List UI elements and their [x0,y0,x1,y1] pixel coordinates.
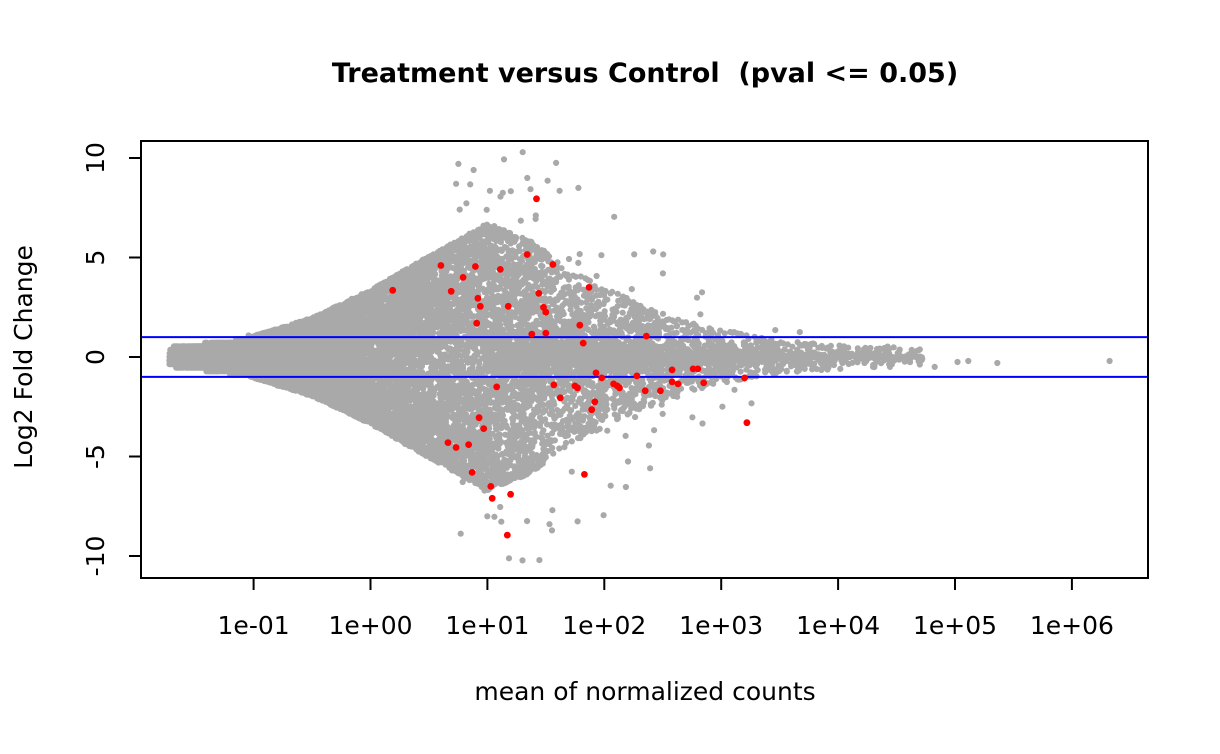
significant-point [460,274,467,281]
x-tick-label: 1e-01 [218,611,290,640]
significant-point [598,375,605,382]
significant-point [581,471,588,478]
significant-point [657,387,664,394]
y-tick-label: -10 [81,536,110,577]
x-axis-label: mean of normalized counts [474,677,815,706]
x-tick-label: 1e+00 [328,611,412,640]
significant-point [504,532,511,539]
significant-point [576,322,583,329]
significant-point [642,387,649,394]
significant-point [480,425,487,432]
significant-point [669,367,676,374]
significant-point [453,444,460,451]
y-tick-label: 0 [81,349,110,365]
significant-point [476,414,483,421]
significant-point [643,333,650,340]
chart-title: Treatment versus Control (pval <= 0.05) [332,58,958,89]
significant-point [469,469,476,476]
significant-point [580,340,587,347]
significant-point [389,287,396,294]
x-tick-label: 1e+05 [913,611,997,640]
significant-point [507,491,514,498]
significant-point [472,263,479,270]
significant-point [616,384,623,391]
significant-point [465,441,472,448]
x-tick-label: 1e+04 [796,611,880,640]
significant-point [533,195,540,202]
y-tick-label: 5 [81,250,110,266]
significant-point [586,284,593,291]
significant-point [438,262,445,269]
significant-point [669,379,676,386]
y-axis-label: Log2 Fold Change [9,245,38,469]
significant-point [493,384,500,391]
significant-point [487,483,494,490]
significant-point [535,290,542,297]
y-tick-label: -5 [81,444,110,469]
x-tick-label: 1e+03 [679,611,763,640]
significant-point [475,295,482,302]
x-tick-label: 1e+02 [562,611,646,640]
significant-point [550,261,557,268]
y-tick-label: 10 [81,142,110,174]
significant-point [741,375,748,382]
significant-point [489,495,496,502]
significant-point [524,251,531,258]
significant-point [694,366,701,373]
significant-point [497,266,504,273]
x-tick-label: 1e+06 [1030,611,1114,640]
significant-point [700,380,707,387]
significant-point [744,419,751,426]
significant-point [448,288,455,295]
significant-point [591,398,598,405]
significant-point [445,439,452,446]
significant-point [588,406,595,413]
significant-point [593,370,600,377]
significant-point [557,394,564,401]
significant-point [550,382,557,389]
significant-point [542,309,549,316]
significant-point [473,320,480,327]
significant-point [542,330,549,337]
significant-point [505,303,512,310]
x-tick-label: 1e+01 [445,611,529,640]
significant-point [477,303,484,310]
significant-point [528,331,535,338]
significant-point [574,384,581,391]
significant-point [634,373,641,380]
significant-point [675,381,682,388]
